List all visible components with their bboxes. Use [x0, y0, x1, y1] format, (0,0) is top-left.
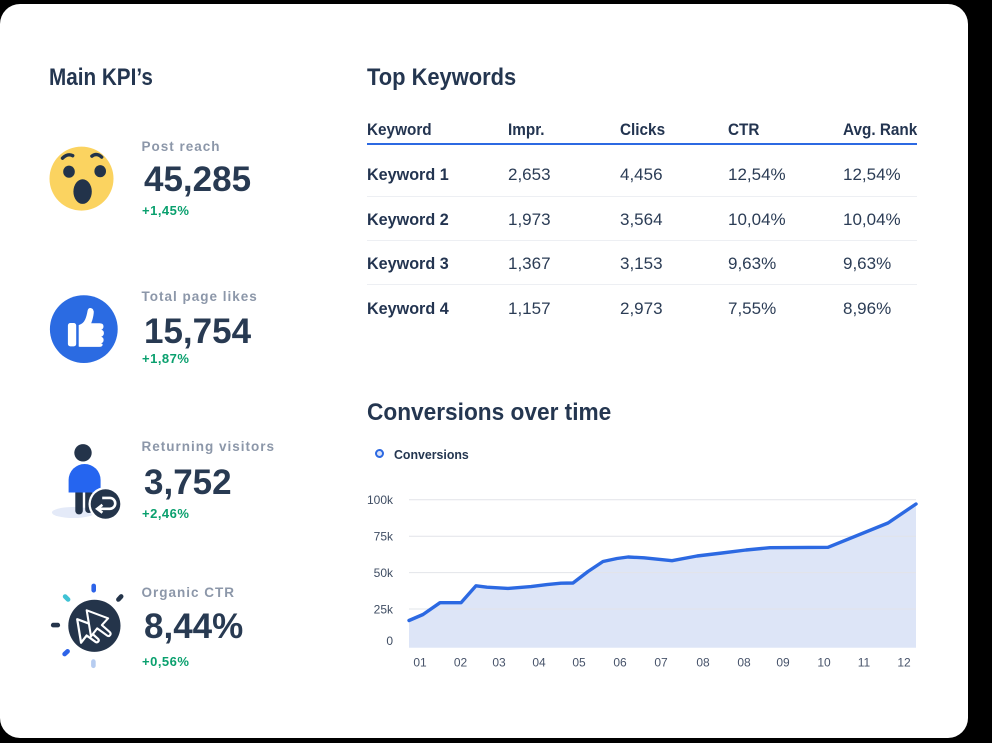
svg-text:100k: 100k	[367, 493, 394, 507]
svg-text:11: 11	[858, 656, 871, 670]
svg-text:03: 03	[492, 656, 506, 670]
svg-text:10: 10	[817, 656, 831, 670]
svg-text:08: 08	[696, 656, 710, 670]
svg-text:0: 0	[386, 634, 393, 648]
svg-text:75k: 75k	[374, 530, 394, 544]
svg-text:02: 02	[454, 656, 468, 670]
svg-text:07: 07	[654, 656, 668, 670]
svg-text:05: 05	[572, 656, 586, 670]
svg-text:50k: 50k	[374, 566, 394, 580]
svg-text:12: 12	[897, 656, 911, 670]
svg-text:01: 01	[413, 656, 427, 670]
svg-text:09: 09	[776, 656, 790, 670]
svg-text:25k: 25k	[374, 602, 394, 616]
svg-text:06: 06	[613, 656, 627, 670]
svg-text:04: 04	[532, 656, 546, 670]
svg-text:08: 08	[737, 656, 751, 670]
